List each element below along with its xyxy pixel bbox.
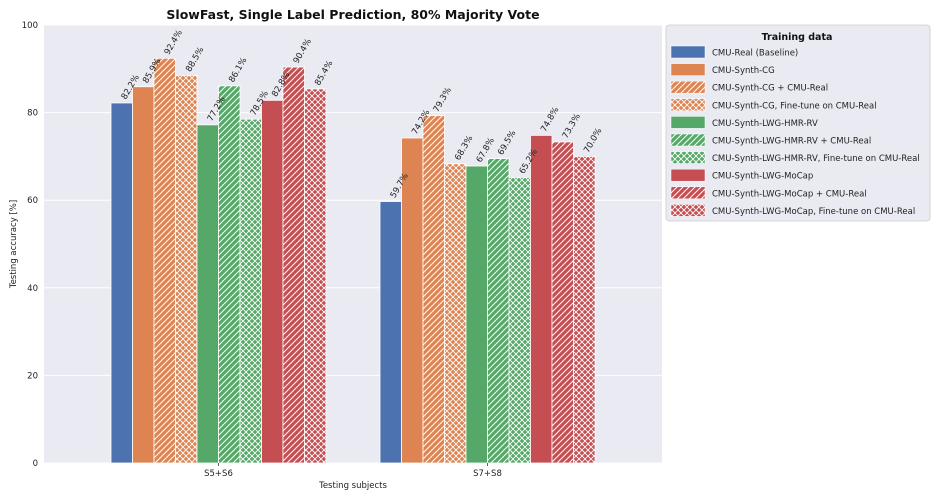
legend-frame	[665, 24, 931, 222]
bar	[282, 66, 305, 464]
y-tick-labels: 0 20 40 60 80 100	[22, 21, 38, 469]
bar	[239, 118, 262, 464]
legend-swatch	[670, 186, 706, 200]
legend-swatch	[670, 80, 706, 94]
bar	[444, 163, 467, 464]
legend-label: CMU-Synth-CG + CMU-Real	[712, 84, 828, 94]
legend-title: Training data	[762, 32, 833, 43]
legend-label: CMU-Synth-LWG-HMR-RV	[712, 119, 818, 129]
legend-swatch	[670, 63, 706, 76]
legend-swatch	[670, 168, 706, 182]
legend-label: CMU-Synth-CG, Fine-tune on CMU-Real	[712, 101, 877, 111]
bar	[218, 85, 241, 464]
bar	[530, 134, 553, 464]
x-axis-label: Testing subjects	[318, 481, 387, 491]
bar	[196, 124, 219, 464]
legend: Training data CMU-Real (Baseline) CMU-Syn…	[665, 24, 931, 222]
legend-swatch	[670, 98, 706, 112]
bar	[110, 102, 133, 464]
x-tick-label: S7+S8	[473, 469, 502, 479]
bar	[551, 141, 574, 464]
legend-label: CMU-Synth-LWG-MoCap	[712, 172, 813, 182]
legend-swatch	[670, 116, 706, 129]
bar	[573, 155, 596, 464]
legend-swatch	[670, 151, 706, 164]
x-tick-labels: S5+S6 S7+S8	[204, 463, 502, 479]
y-axis-label: Testing accuracy [%]	[9, 200, 19, 289]
y-tick-label: 20	[27, 371, 38, 381]
legend-label: CMU-Synth-LWG-HMR-RV, Fine-tune on CMU-R…	[712, 154, 920, 164]
bar	[487, 158, 510, 464]
legend-label: CMU-Synth-LWG-MoCap, Fine-tune on CMU-Re…	[712, 207, 915, 217]
legend-label: CMU-Synth-LWG-MoCap + CMU-Real	[712, 189, 867, 199]
bar	[261, 99, 284, 464]
bar	[379, 201, 402, 464]
y-tick-label: 80	[27, 109, 38, 119]
x-tick-label: S5+S6	[204, 469, 233, 479]
y-tick-label: 0	[33, 459, 38, 469]
bar	[153, 57, 176, 464]
y-tick-label: 60	[27, 196, 38, 206]
legend-label: CMU-Real (Baseline)	[712, 49, 798, 59]
chart-title: SlowFast, Single Label Prediction, 80% M…	[166, 7, 539, 22]
legend-swatch	[670, 204, 706, 217]
bars	[110, 57, 596, 464]
bar	[304, 88, 327, 464]
bar	[508, 177, 531, 464]
legend-label: CMU-Synth-CG	[712, 66, 775, 76]
bar	[132, 86, 155, 464]
y-tick-label: 40	[27, 284, 38, 294]
y-tick-label: 100	[22, 21, 38, 31]
legend-swatch	[670, 45, 706, 59]
bar	[465, 165, 488, 464]
bar	[175, 74, 198, 464]
legend-label: CMU-Synth-LWG-HMR-RV + CMU-Real	[712, 137, 871, 147]
legend-swatch	[670, 133, 706, 147]
bar	[422, 115, 445, 464]
